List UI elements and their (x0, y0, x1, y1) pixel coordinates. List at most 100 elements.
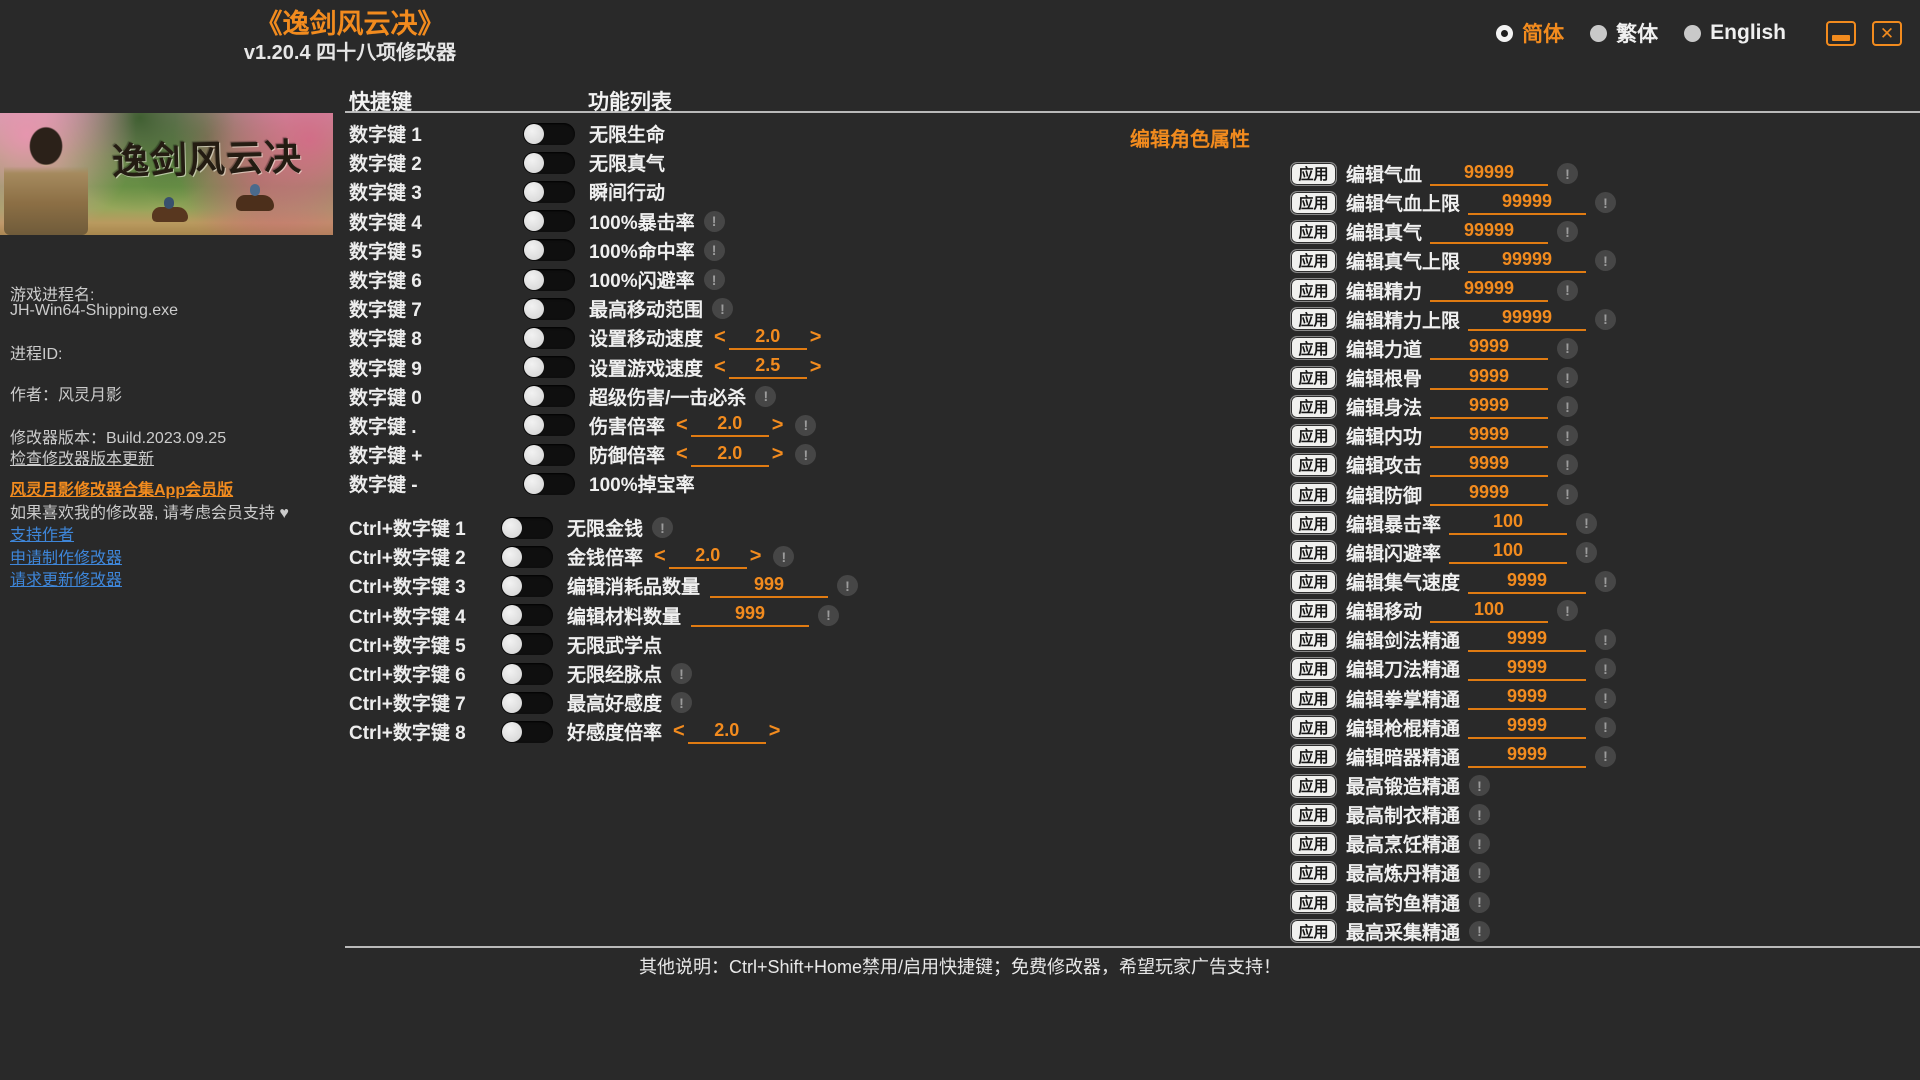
value-input[interactable]: 100 (1449, 511, 1568, 536)
toggle-switch[interactable] (523, 385, 575, 408)
apply-button[interactable]: 应用 (1290, 423, 1337, 448)
value-input[interactable]: 9999 (1430, 453, 1549, 477)
check-update-link[interactable]: 检查修改器版本更新 (10, 451, 155, 468)
apply-button[interactable]: 应用 (1290, 686, 1337, 711)
toggle-switch[interactable] (501, 574, 553, 597)
toggle-switch[interactable] (501, 691, 553, 714)
toggle-switch[interactable] (523, 472, 575, 495)
apply-button[interactable]: 应用 (1290, 394, 1337, 419)
apply-button[interactable]: 应用 (1290, 831, 1337, 856)
apply-button[interactable]: 应用 (1290, 482, 1337, 507)
stepper-value[interactable]: 2.0 (668, 545, 747, 569)
apply-button[interactable]: 应用 (1290, 248, 1337, 273)
increase-arrow[interactable]: > (749, 545, 762, 568)
apply-button[interactable]: 应用 (1290, 452, 1337, 477)
stepper-value[interactable]: 2.5 (728, 355, 807, 380)
toggle-switch[interactable] (523, 356, 575, 379)
stepper-value[interactable]: 2.0 (687, 720, 766, 744)
value-input[interactable]: 99999 (1468, 307, 1587, 332)
apply-button[interactable]: 应用 (1290, 627, 1337, 652)
toggle-switch[interactable] (501, 720, 553, 743)
apply-button[interactable]: 应用 (1290, 860, 1337, 885)
request-update-link[interactable]: 请求更新修改器 (10, 572, 123, 589)
toggle-switch[interactable] (501, 662, 553, 685)
apply-button[interactable]: 应用 (1290, 365, 1337, 390)
toggle-switch[interactable] (523, 443, 575, 466)
close-button[interactable]: ✕ (1872, 20, 1902, 46)
value-input[interactable]: 9999 (1430, 482, 1549, 507)
toggle-switch[interactable] (501, 604, 553, 627)
support-author-link[interactable]: 支持作者 (10, 527, 75, 544)
value-input[interactable]: 99999 (1430, 162, 1549, 186)
request-trainer-link[interactable]: 申请制作修改器 (10, 550, 123, 567)
value-input[interactable]: 999 (710, 574, 829, 598)
toggle-switch[interactable] (501, 545, 553, 568)
apply-button[interactable]: 应用 (1290, 278, 1337, 303)
increase-arrow[interactable]: > (768, 720, 781, 743)
apply-button[interactable]: 应用 (1290, 336, 1337, 361)
toggle-switch[interactable] (523, 122, 575, 145)
toggle-switch[interactable] (523, 180, 575, 203)
apply-button[interactable]: 应用 (1290, 511, 1337, 536)
value-input[interactable]: 9999 (1468, 628, 1587, 652)
app-member-link[interactable]: 风灵月影修改器合集App会员版 (10, 482, 234, 499)
apply-button[interactable]: 应用 (1290, 715, 1337, 740)
stepper-value[interactable]: 2.0 (690, 443, 769, 467)
decrease-arrow[interactable]: < (673, 720, 685, 743)
stepper-value[interactable]: 2.0 (690, 413, 769, 438)
toggle-switch[interactable] (523, 239, 575, 262)
toggle-switch[interactable] (523, 210, 575, 233)
increase-arrow[interactable]: > (809, 326, 822, 349)
increase-arrow[interactable]: > (771, 413, 784, 436)
language-option-traditional[interactable]: 繁体 (1590, 18, 1658, 48)
decrease-arrow[interactable]: < (714, 326, 726, 349)
apply-button[interactable]: 应用 (1290, 744, 1337, 769)
toggle-switch[interactable] (501, 516, 553, 539)
value-input[interactable]: 100 (1430, 599, 1549, 623)
value-input[interactable]: 99999 (1430, 220, 1549, 244)
apply-button[interactable]: 应用 (1290, 569, 1337, 594)
decrease-arrow[interactable]: < (714, 355, 726, 378)
stepper-value[interactable]: 2.0 (728, 326, 807, 350)
apply-button[interactable]: 应用 (1290, 802, 1337, 827)
language-option-simplified[interactable]: 简体 (1496, 18, 1564, 48)
value-input[interactable]: 9999 (1430, 424, 1549, 448)
apply-button[interactable]: 应用 (1290, 540, 1337, 565)
toggle-switch[interactable] (523, 297, 575, 320)
increase-arrow[interactable]: > (771, 443, 784, 466)
value-input[interactable]: 9999 (1468, 744, 1587, 769)
value-input[interactable]: 99999 (1468, 249, 1587, 273)
value-input[interactable]: 99999 (1468, 191, 1587, 215)
value-input[interactable]: 9999 (1468, 715, 1587, 740)
decrease-arrow[interactable]: < (676, 443, 688, 466)
value-input[interactable]: 99999 (1430, 278, 1549, 303)
value-input[interactable]: 9999 (1430, 336, 1549, 361)
toggle-switch[interactable] (523, 326, 575, 349)
apply-button[interactable]: 应用 (1290, 219, 1337, 244)
value-input[interactable]: 9999 (1468, 657, 1587, 681)
toggle-switch[interactable] (523, 414, 575, 437)
apply-button[interactable]: 应用 (1290, 773, 1337, 798)
increase-arrow[interactable]: > (809, 355, 822, 378)
value-input[interactable]: 999 (691, 603, 810, 628)
language-option-english[interactable]: English (1684, 21, 1786, 45)
apply-button[interactable]: 应用 (1290, 190, 1337, 215)
apply-button[interactable]: 应用 (1290, 656, 1337, 681)
toggle-switch[interactable] (523, 151, 575, 174)
decrease-arrow[interactable]: < (654, 545, 666, 568)
apply-button[interactable]: 应用 (1290, 598, 1337, 623)
value-input[interactable]: 9999 (1468, 570, 1587, 594)
apply-button[interactable]: 应用 (1290, 919, 1337, 944)
apply-button[interactable]: 应用 (1290, 307, 1337, 332)
value-input[interactable]: 100 (1449, 540, 1568, 565)
toggle-switch[interactable] (501, 633, 553, 656)
decrease-arrow[interactable]: < (676, 413, 688, 436)
toggle-switch[interactable] (523, 268, 575, 291)
minimize-button[interactable] (1826, 20, 1856, 46)
value-input[interactable]: 9999 (1430, 366, 1549, 390)
warning-icon: ! (1595, 192, 1617, 214)
value-input[interactable]: 9999 (1468, 686, 1587, 711)
value-input[interactable]: 9999 (1430, 395, 1549, 419)
apply-button[interactable]: 应用 (1290, 890, 1337, 915)
apply-button[interactable]: 应用 (1290, 161, 1337, 186)
